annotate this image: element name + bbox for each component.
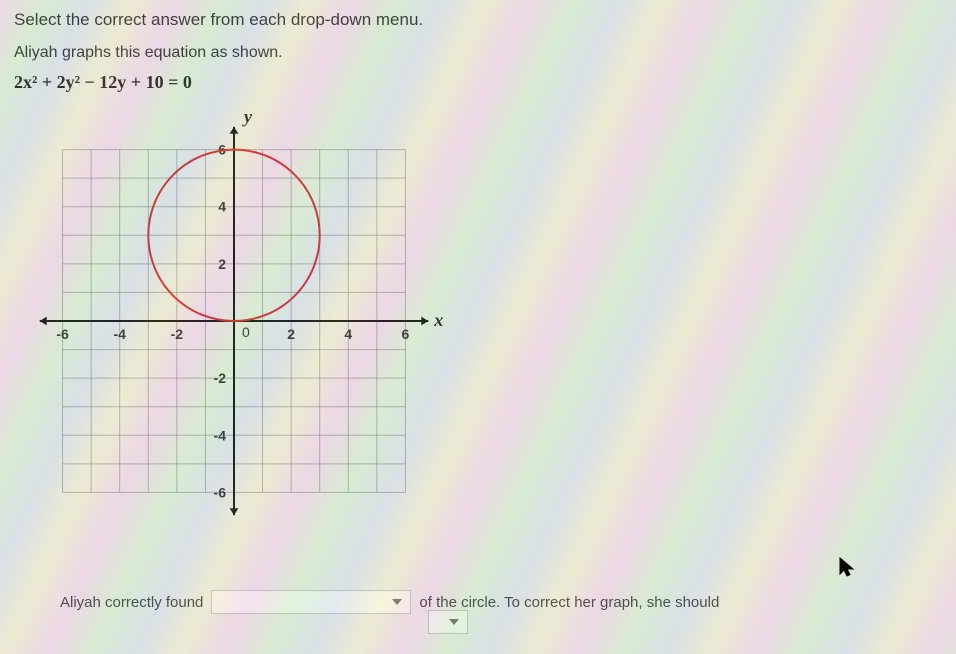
svg-text:0: 0 [242, 324, 250, 340]
coordinate-graph: -6-4-20246-6-4-2246 xy [14, 101, 454, 541]
equation-text: 2x² + 2y² − 12y + 10 = 0 [14, 72, 942, 93]
svg-text:-2: -2 [214, 370, 227, 386]
graph-container: -6-4-20246-6-4-2246 xy [14, 101, 454, 541]
dropdown-1[interactable] [211, 590, 411, 614]
sentence-part1: Aliyah correctly found [60, 594, 203, 611]
svg-text:6: 6 [402, 326, 410, 342]
svg-text:x: x [433, 310, 443, 330]
svg-text:-4: -4 [214, 427, 227, 443]
prompt-text: Aliyah graphs this equation as shown. [14, 44, 942, 62]
cursor-icon [838, 556, 856, 584]
instruction-text: Select the correct answer from each drop… [14, 10, 942, 30]
answer-sentence: Aliyah correctly found of the circle. To… [60, 590, 936, 614]
svg-text:-4: -4 [113, 326, 126, 342]
svg-text:-6: -6 [214, 484, 227, 500]
svg-text:4: 4 [218, 199, 226, 215]
svg-text:2: 2 [218, 256, 226, 272]
chevron-down-icon [392, 599, 402, 605]
chevron-down-icon [449, 619, 459, 625]
svg-text:-2: -2 [171, 326, 184, 342]
svg-text:2: 2 [287, 326, 295, 342]
svg-text:y: y [242, 107, 253, 127]
svg-text:4: 4 [344, 326, 352, 342]
svg-text:-6: -6 [56, 326, 69, 342]
sentence-part2: of the circle. To correct her graph, she… [419, 594, 719, 611]
question-content: Select the correct answer from each drop… [0, 0, 956, 551]
